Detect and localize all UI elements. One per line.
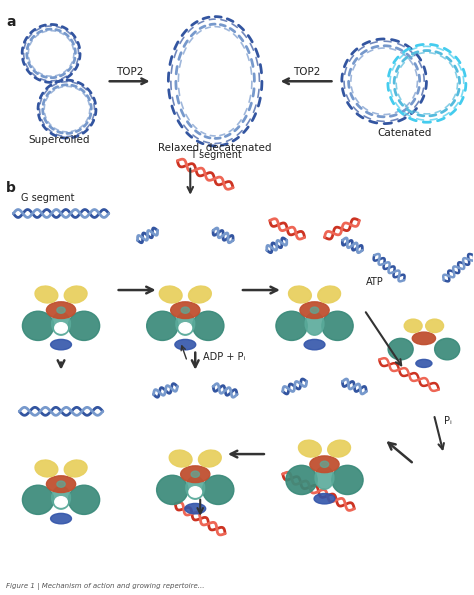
Ellipse shape xyxy=(51,513,72,524)
Ellipse shape xyxy=(189,487,201,497)
Ellipse shape xyxy=(310,307,319,314)
Ellipse shape xyxy=(300,302,329,318)
Ellipse shape xyxy=(52,312,71,335)
Text: ADP + Pᵢ: ADP + Pᵢ xyxy=(203,352,246,362)
Ellipse shape xyxy=(159,286,182,303)
Text: ATP: ATP xyxy=(366,277,384,287)
Ellipse shape xyxy=(412,332,436,345)
Ellipse shape xyxy=(286,465,317,494)
Ellipse shape xyxy=(175,339,196,350)
Ellipse shape xyxy=(57,307,65,314)
Text: Supercoiled: Supercoiled xyxy=(28,135,90,145)
Text: Figure 1 | Mechanism of action and growing repertoire...: Figure 1 | Mechanism of action and growi… xyxy=(6,583,205,590)
Ellipse shape xyxy=(435,339,460,360)
Text: G segment: G segment xyxy=(21,193,75,202)
Ellipse shape xyxy=(189,286,211,303)
Ellipse shape xyxy=(332,465,363,494)
Ellipse shape xyxy=(202,475,234,505)
Ellipse shape xyxy=(185,503,206,514)
Ellipse shape xyxy=(315,466,334,489)
Ellipse shape xyxy=(169,450,192,467)
Text: Relaxed, decatenated: Relaxed, decatenated xyxy=(158,143,272,153)
Ellipse shape xyxy=(416,359,432,368)
Ellipse shape xyxy=(318,286,340,303)
Ellipse shape xyxy=(276,311,307,340)
Ellipse shape xyxy=(388,339,413,360)
Ellipse shape xyxy=(322,311,353,340)
Ellipse shape xyxy=(181,307,190,314)
Ellipse shape xyxy=(176,312,195,335)
Ellipse shape xyxy=(426,319,444,333)
Ellipse shape xyxy=(64,460,87,477)
Ellipse shape xyxy=(186,476,205,499)
Text: b: b xyxy=(6,181,16,195)
Ellipse shape xyxy=(404,319,422,333)
Ellipse shape xyxy=(55,497,67,507)
Ellipse shape xyxy=(146,311,178,340)
Ellipse shape xyxy=(314,493,335,504)
Ellipse shape xyxy=(192,311,224,340)
Ellipse shape xyxy=(35,460,58,477)
Ellipse shape xyxy=(179,322,191,333)
Ellipse shape xyxy=(22,311,54,340)
Ellipse shape xyxy=(320,461,328,468)
Ellipse shape xyxy=(35,286,58,303)
Text: Pᵢ: Pᵢ xyxy=(444,416,452,426)
Ellipse shape xyxy=(46,302,76,318)
Text: T segment: T segment xyxy=(190,150,242,160)
Ellipse shape xyxy=(52,486,71,509)
Ellipse shape xyxy=(64,286,87,303)
Ellipse shape xyxy=(199,450,221,467)
Ellipse shape xyxy=(305,312,324,335)
Ellipse shape xyxy=(46,476,76,493)
Text: TOP2: TOP2 xyxy=(293,67,320,77)
Ellipse shape xyxy=(171,302,200,318)
Ellipse shape xyxy=(22,485,54,515)
Ellipse shape xyxy=(68,311,100,340)
Text: Catenated: Catenated xyxy=(378,128,432,138)
Ellipse shape xyxy=(299,440,321,457)
Ellipse shape xyxy=(328,440,350,457)
Ellipse shape xyxy=(310,456,339,472)
Ellipse shape xyxy=(57,481,65,487)
Ellipse shape xyxy=(55,322,67,333)
Ellipse shape xyxy=(156,475,188,505)
Ellipse shape xyxy=(51,339,72,350)
Ellipse shape xyxy=(181,466,210,483)
Text: TOP2: TOP2 xyxy=(116,67,143,77)
Ellipse shape xyxy=(304,339,325,350)
Text: a: a xyxy=(6,15,16,29)
Ellipse shape xyxy=(289,286,311,303)
Ellipse shape xyxy=(68,485,100,515)
Ellipse shape xyxy=(191,471,200,477)
